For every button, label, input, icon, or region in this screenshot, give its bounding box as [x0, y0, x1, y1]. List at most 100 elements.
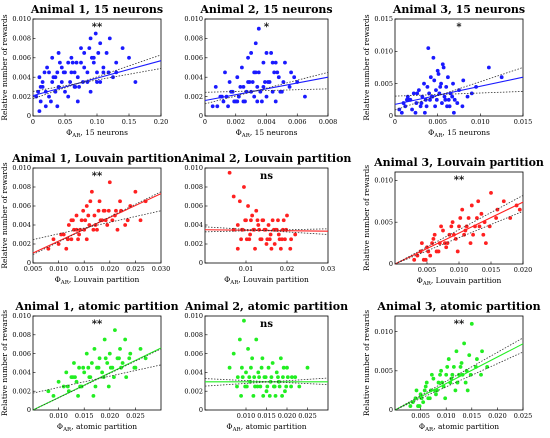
scatter-panel-8: Animal 2, atomic partition ns ΦAR, atomic … [184, 300, 348, 433]
data-point [259, 99, 264, 104]
x-tick-label: 0 [31, 118, 35, 126]
data-point [92, 213, 97, 218]
data-point [283, 237, 287, 242]
x-tick-label: 0.010 [437, 412, 456, 420]
data-point [71, 375, 75, 379]
data-point [59, 65, 64, 70]
data-point [81, 208, 86, 213]
data-point [72, 361, 76, 365]
scatter-panel-3: Animal 3, 15 neurons * Relative number of … [362, 3, 532, 139]
chart-title: Animal 2, Louvain partition [181, 152, 352, 165]
data-point [229, 89, 234, 94]
x-tick-label: 0.020 [100, 412, 119, 420]
data-point [458, 365, 463, 369]
data-point [405, 97, 409, 102]
confidence-band-lower [32, 364, 162, 394]
data-point [74, 60, 79, 65]
data-point [240, 375, 245, 379]
data-point [257, 375, 262, 379]
data-point [227, 365, 232, 370]
data-point [274, 370, 279, 375]
x-tick-label: 0.025 [126, 412, 145, 420]
data-point [494, 216, 499, 220]
data-point [422, 388, 427, 393]
data-point [446, 97, 451, 102]
data-point [444, 85, 449, 89]
data-point [417, 404, 422, 408]
chart-title: Animal 1, atomic partition [14, 300, 178, 313]
y-tick-label: 0.006 [12, 202, 31, 210]
data-point [221, 99, 226, 104]
data-point [227, 80, 232, 84]
data-point [441, 65, 446, 70]
data-point [98, 41, 103, 46]
x-tick-label: 0.15 [122, 118, 136, 126]
significance-label: ns [260, 171, 273, 182]
data-point [273, 60, 278, 65]
data-point [455, 101, 460, 105]
data-point [283, 389, 287, 394]
data-point [281, 218, 286, 223]
data-point [93, 31, 98, 36]
data-point [428, 75, 433, 80]
data-point [259, 365, 264, 370]
data-point [458, 216, 463, 220]
plot-frame [394, 315, 524, 411]
x-axis-label: ΦAR, 15 neurons [66, 128, 128, 139]
data-point [517, 207, 522, 212]
data-point [242, 318, 246, 323]
data-point [471, 232, 475, 237]
data-point [252, 375, 257, 379]
data-point [303, 94, 307, 99]
data-point [246, 80, 250, 84]
data-point [436, 380, 441, 385]
data-point [433, 104, 438, 109]
data-point [422, 81, 426, 86]
data-point [468, 241, 473, 245]
data-point [127, 55, 131, 60]
data-point [123, 223, 128, 227]
data-point [259, 237, 264, 242]
data-point [93, 384, 98, 389]
data-point [76, 394, 80, 398]
data-point [256, 370, 261, 375]
y-tick-label: 0 [389, 260, 393, 268]
data-point [107, 36, 112, 41]
data-point [238, 85, 243, 89]
y-axis-label: Relative number of rewards [0, 162, 9, 268]
data-point [235, 246, 240, 251]
data-point [266, 365, 271, 370]
data-point [288, 246, 293, 251]
data-point [469, 91, 474, 96]
data-point [87, 46, 92, 50]
data-point [111, 375, 116, 379]
data-point [469, 321, 474, 326]
x-tick-label: 0.005 [411, 412, 430, 420]
x-tick-label: 0.20 [154, 118, 168, 126]
x-tick-label: 0.025 [126, 265, 145, 273]
data-point [71, 218, 75, 223]
x-tick-label: 0.10 [90, 118, 104, 126]
data-point [421, 400, 426, 405]
data-point [235, 384, 239, 389]
x-tick-label: 0.004 [257, 118, 276, 126]
chart-title: Animal 1, 15 neurons [30, 3, 163, 16]
data-point [143, 356, 148, 361]
y-tick-label: 0.004 [12, 369, 31, 377]
data-point [133, 189, 138, 194]
x-tick-label: 0.005 [428, 118, 447, 126]
data-point [432, 232, 437, 237]
y-tick-label: 0.002 [184, 93, 203, 101]
data-point [107, 180, 112, 185]
data-point [450, 94, 455, 99]
data-point [462, 341, 467, 346]
data-point [106, 384, 111, 389]
x-tick-label: 0.025 [514, 412, 533, 420]
data-point [412, 257, 417, 262]
confidence-band-lower [394, 351, 524, 411]
confidence-band-upper [394, 337, 524, 411]
data-point [82, 370, 87, 375]
data-point [287, 85, 292, 89]
data-point [263, 375, 268, 379]
data-point [440, 62, 445, 67]
